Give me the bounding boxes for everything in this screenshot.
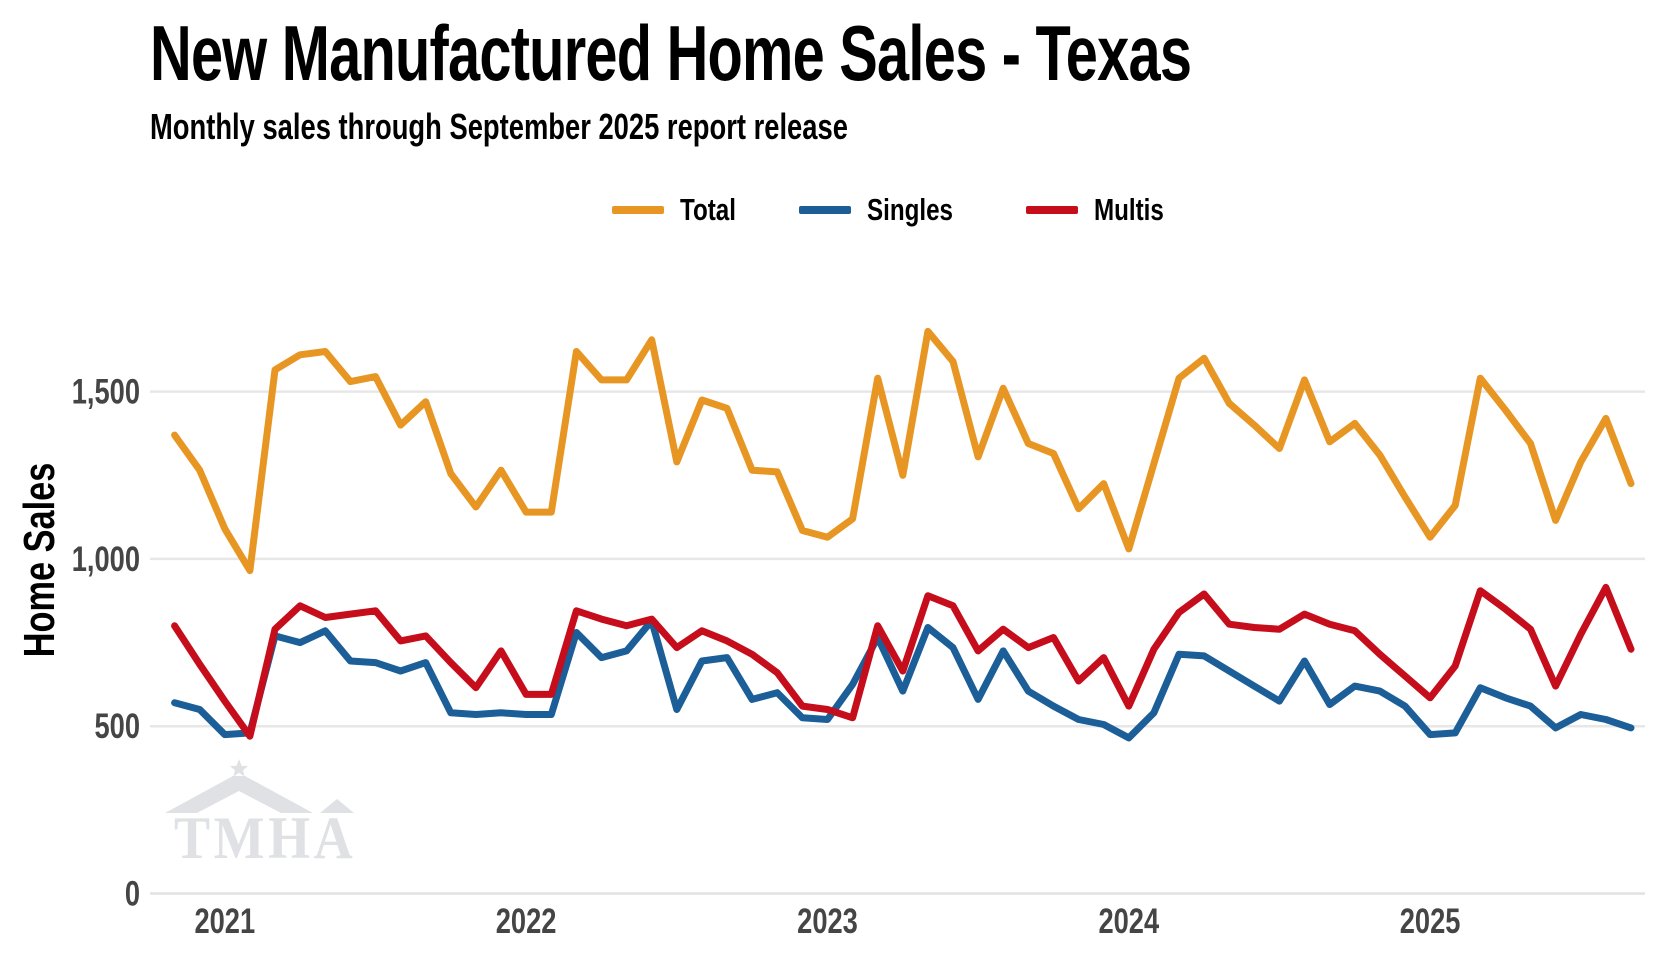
series-line-total [171, 327, 1635, 575]
legend-swatch-multis [1025, 206, 1078, 214]
x-tick-label: 2021 [194, 902, 255, 941]
legend-label-singles: Singles [867, 192, 954, 227]
gridlines [150, 390, 1645, 895]
chart-legend: Total Singles Multis [150, 192, 1645, 228]
series-line-multis [171, 583, 1635, 740]
x-tick-label: 2025 [1400, 902, 1461, 941]
x-tick-labels: 2021 2022 2023 2024 2025 [194, 902, 1460, 941]
legend-label-multis: Multis [1093, 192, 1164, 227]
x-tick-label: 2022 [496, 902, 557, 941]
legend-label-total: Total [679, 192, 736, 227]
chart-title: New Manufactured Home Sales - Texas [150, 9, 1192, 97]
legend-swatch-singles [799, 206, 852, 214]
chart-subtitle: Monthly sales through September 2025 rep… [150, 106, 848, 147]
y-tick-label: 0 [125, 874, 140, 913]
legend-item-singles: Singles [799, 192, 977, 228]
y-tick-label: 1,000 [72, 540, 140, 579]
legend-swatch-total [611, 206, 664, 214]
y-tick-labels: 0 500 1,000 1,500 [72, 372, 140, 913]
legend-item-multis: Multis [1025, 192, 1184, 228]
legend-item-total: Total [611, 192, 752, 228]
tmha-watermark: TMHA [165, 759, 356, 872]
y-tick-label: 500 [94, 707, 140, 746]
x-tick-label: 2023 [797, 902, 858, 941]
watermark-text: TMHA [174, 805, 356, 871]
y-tick-label: 1,500 [72, 372, 140, 411]
x-tick-label: 2024 [1098, 902, 1159, 941]
series-line-singles [171, 617, 1635, 742]
